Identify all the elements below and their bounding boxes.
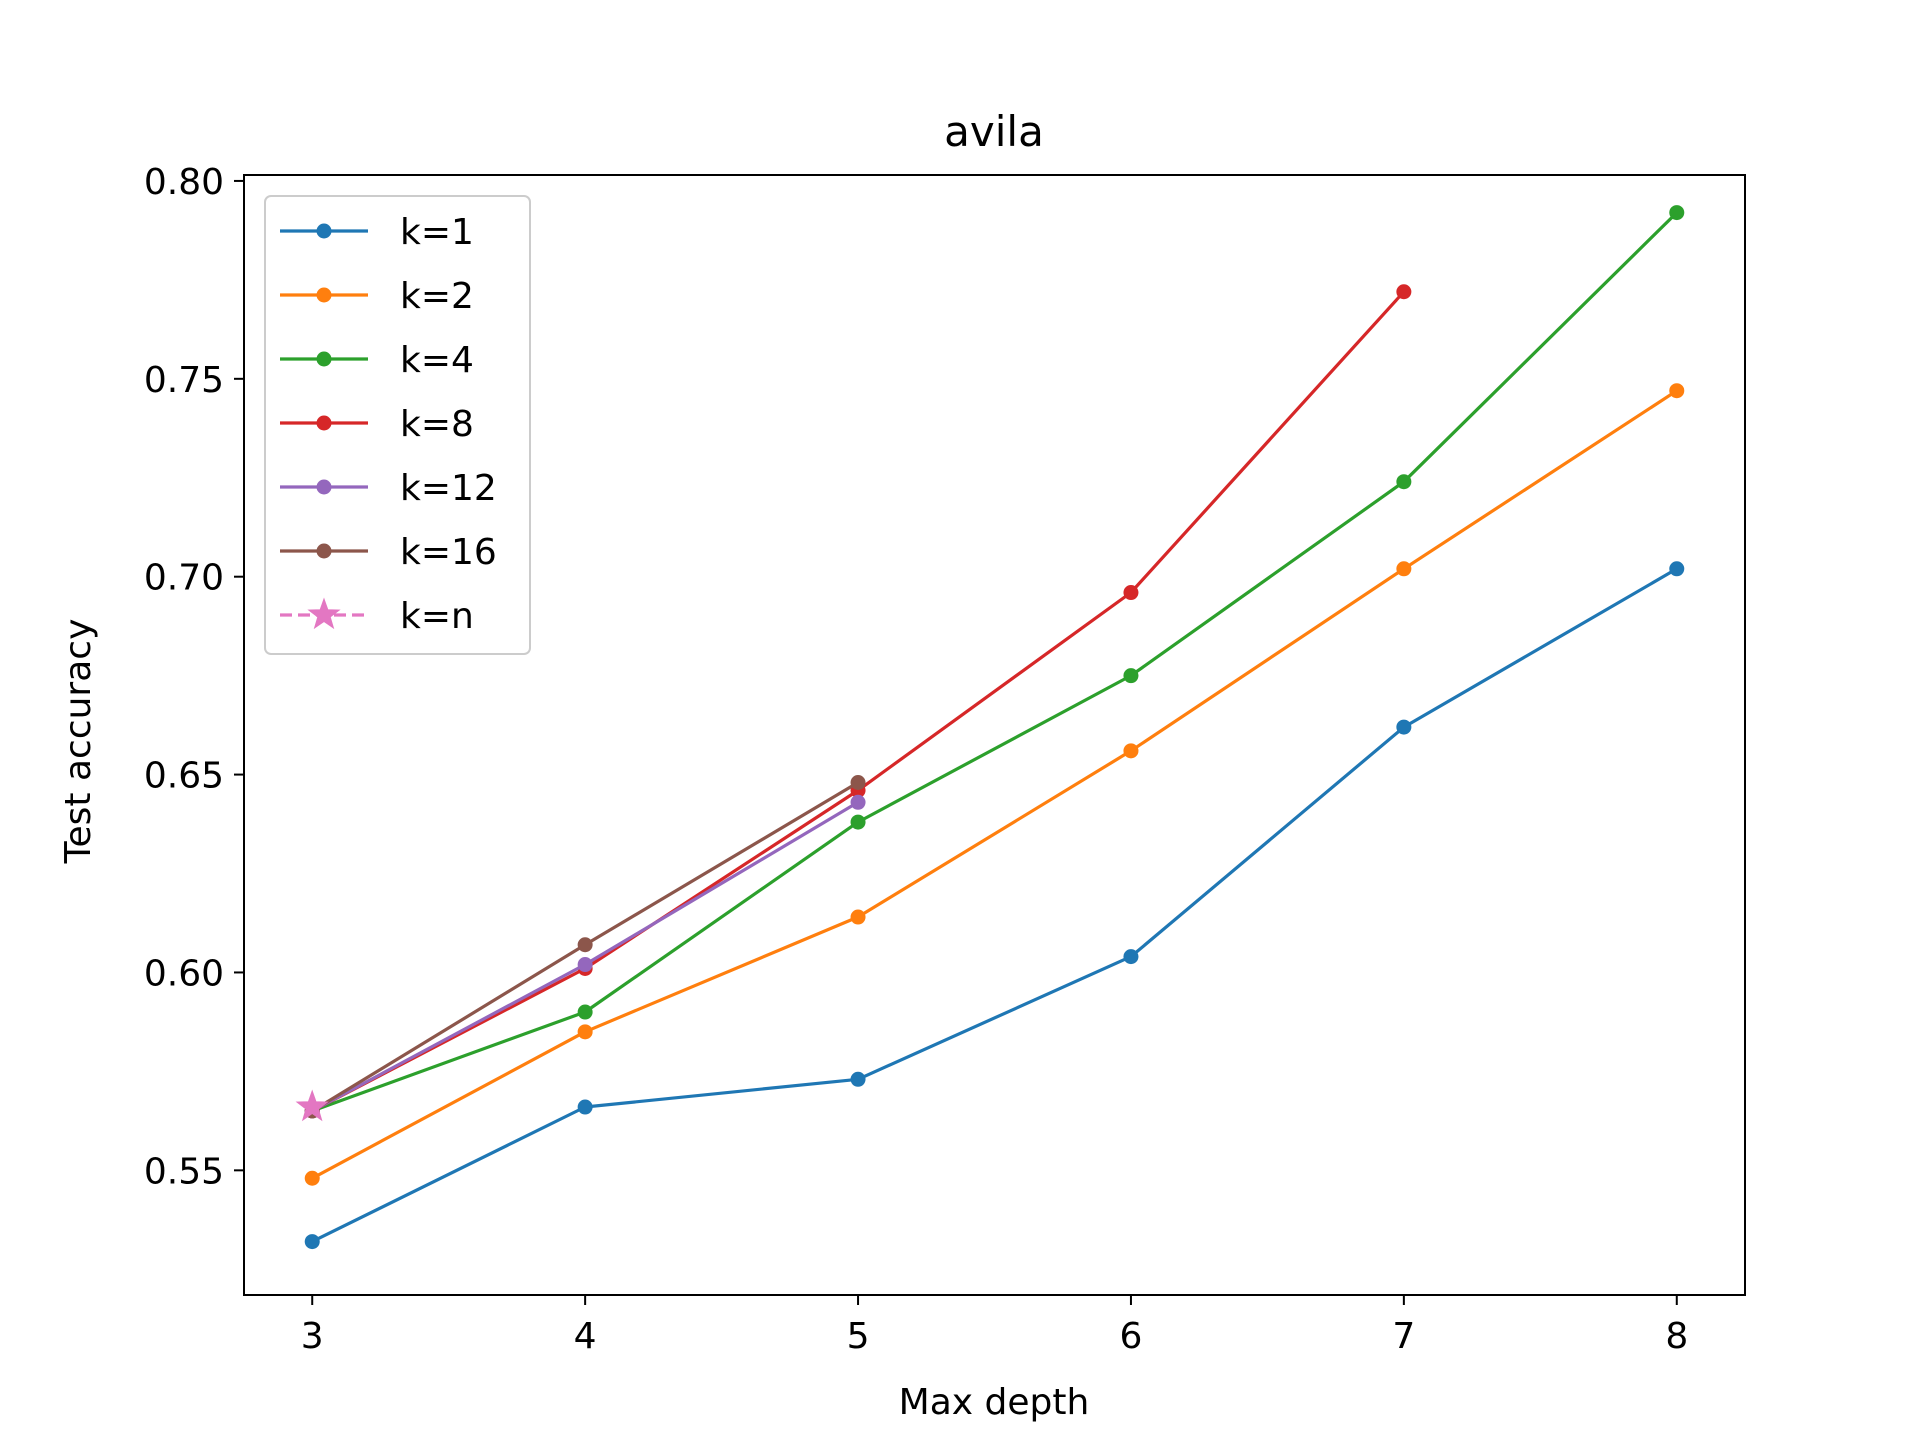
data-point — [577, 1024, 593, 1040]
legend-marker — [307, 597, 341, 630]
y-axis-ticks: 0.55 0.60 0.65 0.70 0.75 0.80 — [144, 162, 244, 1192]
data-point — [1123, 949, 1139, 965]
data-point — [1396, 719, 1412, 735]
x-axis-label: Max depth — [899, 1382, 1090, 1423]
data-point — [850, 1071, 866, 1087]
legend-box — [264, 195, 531, 655]
data-point — [1396, 561, 1412, 577]
legend-label: k=n — [400, 596, 474, 637]
y-tick-label: 0.65 — [144, 756, 224, 797]
data-point — [850, 774, 866, 790]
y-tick-label: 0.55 — [144, 1151, 224, 1192]
chart-title: avila — [944, 107, 1044, 156]
series-k=1 — [304, 561, 1685, 1250]
x-tick-label: 5 — [847, 1316, 870, 1357]
legend-marker — [316, 287, 332, 303]
data-point — [304, 1234, 320, 1250]
legend-label: k=2 — [400, 276, 474, 317]
series-line — [311, 389, 1678, 1180]
series-k=2 — [304, 383, 1685, 1186]
legend-entry: k=1 — [280, 212, 474, 253]
legend-entry: k=4 — [280, 340, 474, 381]
legend-entry: k=16 — [280, 532, 497, 573]
y-tick-label: 0.75 — [144, 360, 224, 401]
y-tick-label: 0.80 — [144, 162, 224, 203]
legend: k=1 k=2 k=4 k=8 k=12 k=16 k=n — [264, 195, 531, 655]
data-point — [1669, 383, 1685, 399]
y-tick-label: 0.60 — [144, 953, 224, 994]
data-point — [1669, 205, 1685, 221]
series-k=n — [295, 1089, 329, 1122]
y-tick-label: 0.70 — [144, 558, 224, 599]
data-point — [577, 1004, 593, 1020]
axes-frame — [243, 174, 1746, 1296]
legend-entry: k=12 — [280, 468, 497, 509]
series-layer — [295, 205, 1685, 1250]
legend-marker — [316, 543, 332, 559]
y-axis-label: Test accuracy — [58, 619, 99, 865]
legend-label: k=1 — [400, 212, 474, 253]
x-tick-label: 3 — [301, 1316, 324, 1357]
legend-entry: k=2 — [280, 276, 474, 317]
data-point — [1123, 585, 1139, 601]
legend-label: k=8 — [400, 404, 474, 445]
legend-label: k=4 — [400, 340, 474, 381]
data-point — [577, 1099, 593, 1115]
x-tick-label: 4 — [574, 1316, 597, 1357]
legend-marker — [316, 351, 332, 367]
legend-entry: k=n — [280, 596, 474, 637]
legend-marker — [316, 223, 332, 239]
x-axis-ticks: 3 4 5 6 7 8 — [301, 1295, 1688, 1357]
legend-entry: k=8 — [280, 404, 474, 445]
legend-marker — [316, 415, 332, 431]
x-tick-label: 8 — [1665, 1316, 1688, 1357]
data-point — [850, 794, 866, 810]
legend-label: k=16 — [400, 532, 497, 573]
data-point — [304, 1170, 320, 1186]
data-point — [1669, 561, 1685, 577]
data-point — [577, 937, 593, 953]
x-tick-label: 7 — [1392, 1316, 1415, 1357]
data-point — [1396, 474, 1412, 490]
data-point — [1396, 284, 1412, 300]
data-point — [850, 909, 866, 925]
legend-marker — [316, 479, 332, 495]
data-point — [1123, 743, 1139, 759]
series-line — [311, 211, 1678, 1113]
legend-label: k=12 — [400, 468, 497, 509]
data-point — [1123, 668, 1139, 684]
data-point — [577, 957, 593, 973]
series-line — [311, 567, 1678, 1244]
x-tick-label: 6 — [1120, 1316, 1143, 1357]
data-point — [295, 1089, 329, 1122]
data-point — [850, 814, 866, 830]
